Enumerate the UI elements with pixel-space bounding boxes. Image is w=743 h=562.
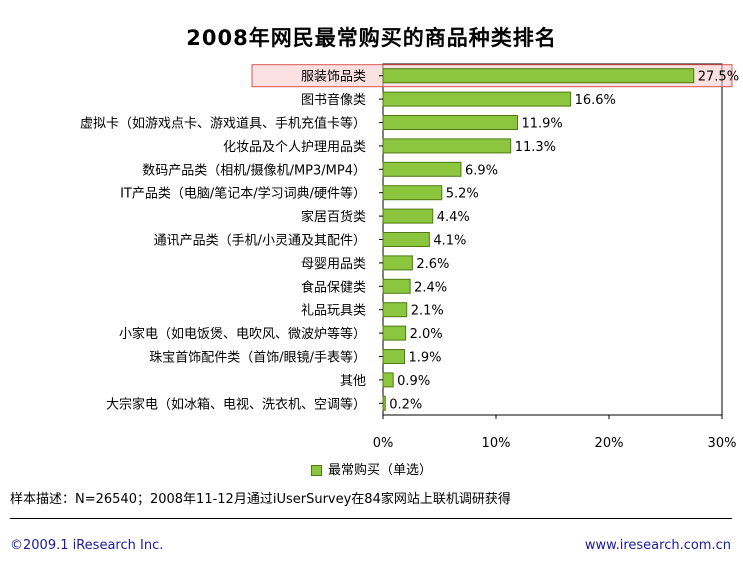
bar — [382, 278, 411, 294]
bar — [382, 115, 518, 130]
footer-divider — [10, 518, 732, 519]
category-label: 通讯产品类（手机/小灵通及其配件） — [154, 234, 366, 249]
value-label: 4.1% — [433, 234, 466, 249]
website-link[interactable]: www.iresearch.com.cn — [584, 538, 731, 553]
category-label: 大宗家电（如冰箱、电视、洗衣机、空调等） — [106, 396, 366, 412]
category-label: 母婴用品类 — [301, 257, 366, 272]
x-tick-label: 30% — [708, 436, 737, 451]
category-label: 食品保健类 — [301, 279, 366, 295]
bar — [382, 255, 413, 271]
value-label: 2.0% — [410, 327, 443, 342]
legend-label: 最常购买（单选） — [327, 463, 432, 478]
category-label: 小家电（如电饭煲、电吹风、微波炉等等） — [119, 326, 366, 342]
category-label: 化妆品及个人护理用品类 — [223, 140, 366, 155]
bar — [382, 138, 512, 154]
value-label: 11.9% — [521, 117, 562, 132]
bar — [382, 68, 695, 84]
bar — [382, 395, 386, 411]
value-label: 11.3% — [515, 140, 556, 155]
value-label: 2.4% — [414, 280, 447, 295]
copyright-text: ©2009.1 iResearch Inc. — [10, 538, 164, 553]
value-label: 6.9% — [465, 163, 498, 178]
value-label: 4.4% — [437, 210, 470, 225]
value-label: 2.6% — [416, 257, 449, 272]
bar — [382, 349, 405, 364]
bar — [382, 302, 408, 318]
value-label: 1.9% — [408, 351, 441, 366]
x-tick-label: 10% — [482, 436, 511, 451]
bar — [382, 208, 434, 224]
category-label: 虚拟卡（如游戏点卡、游戏道具、手机充值卡等） — [80, 116, 366, 132]
category-label: 图书音像类 — [301, 92, 366, 108]
sample-description: 样本描述：N=26540；2008年11-12月通过iUserSurvey在84… — [10, 492, 511, 507]
x-tick-label: 0% — [373, 436, 394, 451]
category-label: 数码产品类（相机/摄像机/MP3/MP4） — [142, 163, 366, 178]
value-label: 2.1% — [411, 304, 444, 319]
bar — [382, 232, 430, 247]
bar — [382, 185, 443, 201]
value-label: 5.2% — [446, 187, 479, 202]
bar — [382, 161, 462, 177]
value-label: 16.6% — [575, 93, 616, 108]
category-label: 其他 — [340, 374, 366, 389]
chart-legend: 最常购买（单选） — [0, 459, 743, 478]
category-label: 礼品玩具类 — [301, 303, 366, 319]
category-label: IT产品类（电脑/笔记本/学习词典/硬件等） — [120, 186, 366, 202]
category-label: 家居百货类 — [301, 209, 366, 225]
bar — [382, 91, 572, 107]
category-label: 服装饰品类 — [301, 70, 366, 85]
chart-title: 2008年网民最常购买的商品种类排名 — [186, 26, 557, 50]
bar-chart: 服装饰品类 27.5% 图书音像类 16.6% 虚拟卡（如游戏点卡、游戏道具、手机充值卡… — [80, 63, 739, 451]
x-tick-label: 20% — [595, 436, 624, 451]
bar — [382, 372, 394, 388]
category-label: 珠宝首饰配件类（首饰/眼镜/手表等） — [149, 350, 366, 366]
value-label: 0.9% — [397, 374, 430, 389]
value-label: 27.5% — [698, 70, 739, 85]
legend-swatch — [310, 465, 322, 476]
bar — [382, 325, 407, 341]
value-label: 0.2% — [389, 397, 422, 412]
